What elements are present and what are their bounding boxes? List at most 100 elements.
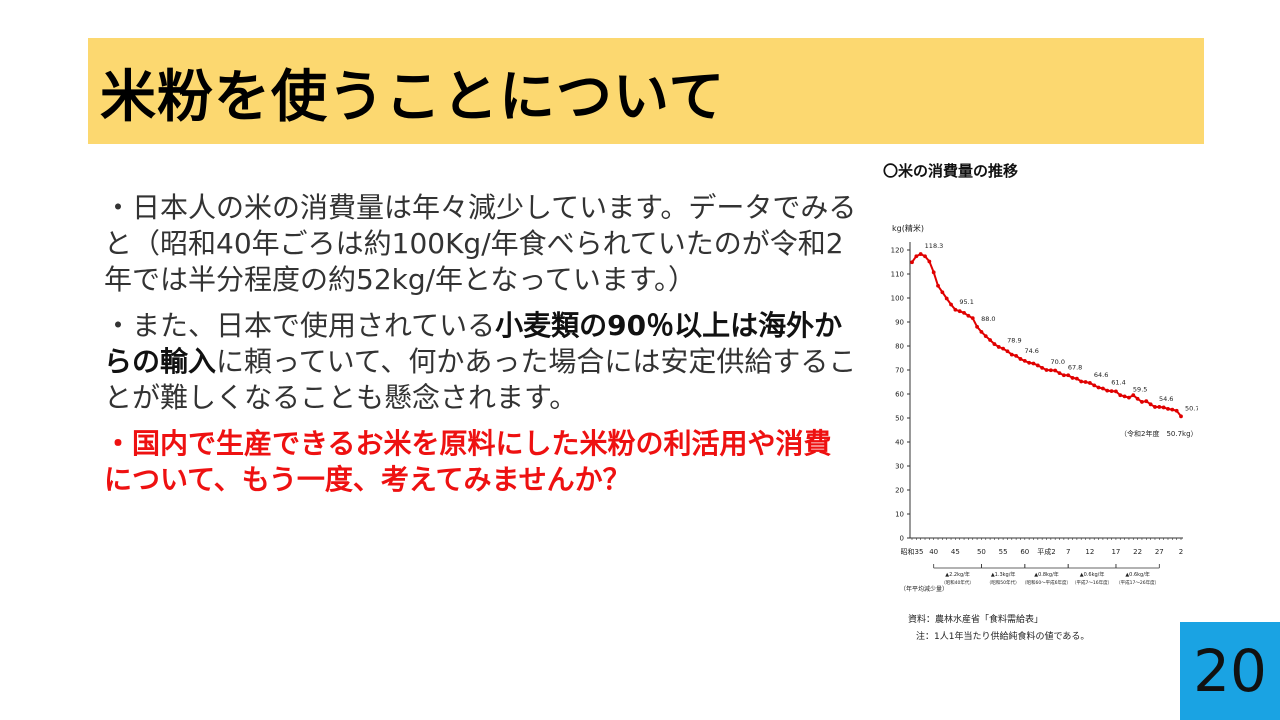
data-point	[1153, 405, 1157, 409]
data-point	[1018, 357, 1023, 361]
data-point	[1127, 395, 1131, 400]
data-point	[1083, 380, 1088, 384]
y-tick-label: 110	[891, 271, 904, 279]
slide-number: 20	[1180, 622, 1280, 720]
data-point	[1044, 368, 1049, 372]
data-point	[1048, 368, 1053, 373]
body-text: ・日本人の米の消費量は年々減少しています。データでみると（昭和40年ごろは約10…	[104, 190, 859, 508]
data-point	[931, 270, 936, 275]
data-point	[1070, 376, 1075, 380]
x-tick-label: 60	[1020, 548, 1029, 556]
data-label: 50.7	[1185, 404, 1198, 412]
data-point	[1057, 371, 1062, 376]
data-point	[975, 324, 979, 329]
data-point	[944, 296, 949, 301]
x-ticks: 昭和35 40 45 50 55 60 平成2 7 12 17 22 27 2	[901, 538, 1183, 556]
data-point	[1174, 408, 1179, 413]
y-axis-label: kg(精米)	[892, 223, 924, 233]
data-point	[927, 259, 932, 264]
x-tick-label: 55	[999, 548, 1008, 556]
decrease-amount: ▲0.8kg/年	[1034, 571, 1059, 578]
x-tick-label: 昭和35	[901, 547, 924, 556]
data-point	[1014, 353, 1019, 358]
data-label: 74.6	[1024, 347, 1038, 355]
decrease-amount: ▲2.2kg/年	[945, 571, 970, 578]
data-point	[1074, 376, 1079, 381]
decrease-amount: ▲0.6kg/年	[1080, 571, 1105, 578]
data-label: 59.5	[1133, 386, 1147, 394]
data-point	[949, 302, 953, 307]
data-point	[1092, 383, 1097, 388]
data-point	[1040, 365, 1045, 370]
data-point	[1148, 402, 1153, 407]
data-point	[979, 329, 984, 334]
data-point	[1009, 352, 1014, 357]
data-point	[988, 338, 992, 342]
data-point	[953, 307, 958, 312]
data-label: 70.0	[1051, 358, 1065, 366]
decrease-period: （平成17～26年度）	[1116, 579, 1159, 586]
data-point	[962, 310, 966, 315]
paragraph-consumption: ・日本人の米の消費量は年々減少しています。データでみると（昭和40年ごろは約10…	[104, 191, 857, 296]
data-label: 118.3	[925, 242, 944, 250]
title-bar: 米粉を使うことについて	[88, 38, 1204, 144]
paragraph-wheat-text-b: に頼っていて、何かあった場合には安定供給することが難しくなることも懸念されます。	[104, 345, 857, 414]
data-point	[1161, 405, 1166, 410]
data-label: 78.9	[1007, 337, 1021, 345]
data-point	[1001, 346, 1006, 351]
decrease-amount: ▲0.6kg/年	[1125, 571, 1150, 578]
point-labels: 118.3 95.1 88.0 78.974.6 70.067.8 64.661.4 59.…	[925, 242, 1200, 412]
wheat-import-highlight: 小麦類の90％以上は海外からの輸入	[104, 309, 843, 378]
data-point	[940, 290, 945, 295]
x-tick-label: 27	[1155, 548, 1164, 556]
data-point	[957, 309, 962, 314]
data-point	[1066, 373, 1071, 378]
chart-source: 資料：農林水産省「食料需給表」	[908, 613, 1043, 625]
data-point	[1022, 358, 1027, 363]
data-point	[1105, 388, 1110, 393]
y-tick-label: 20	[895, 487, 904, 495]
data-point	[918, 252, 923, 256]
data-point	[1179, 414, 1183, 419]
data-point	[1135, 396, 1140, 401]
data-point	[914, 254, 919, 259]
data-point	[1157, 405, 1162, 409]
data-point	[966, 313, 971, 318]
y-ticks: 0 10 20 30 40 50 60 70 80 90 100 110 120	[891, 247, 910, 543]
chart-title: 〇米の消費量の推移	[883, 162, 1019, 180]
y-tick-label: 90	[895, 319, 904, 327]
data-point	[1027, 360, 1032, 365]
data-label: 67.8	[1068, 363, 1082, 371]
data-point	[936, 283, 940, 288]
y-tick-label: 60	[895, 391, 904, 399]
decrease-annotations: ▲2.2kg/年（昭和40年代） ▲1.3kg/年（昭和50年代） ▲0.8kg/年…	[933, 564, 1160, 586]
x-tick-label: 平成2	[1037, 547, 1055, 556]
data-label: 88.0	[981, 315, 995, 323]
rice-consumption-chart: 〇米の消費量の推移 kg(精米) 0 10 20 30 40 50 60 70 80 90 100 1…	[868, 150, 1200, 660]
data-label: 54.6	[1159, 395, 1173, 403]
data-point	[910, 260, 914, 265]
x-tick-label: 17	[1111, 548, 1120, 556]
end-annotation: （令和2年度 50.7kg）	[1120, 429, 1198, 438]
slide-title: 米粉を使うことについて	[100, 65, 726, 130]
decrease-label: （年平均減少量）	[900, 585, 948, 593]
y-tick-label: 70	[895, 367, 904, 375]
paragraph-rice-flour-call: ・国内で生産できるお米を原料にした米粉の利活用や消費について、もう一度、考えてみ…	[104, 427, 832, 496]
data-point	[1166, 406, 1170, 411]
data-point	[1096, 385, 1101, 390]
y-tick-label: 80	[895, 343, 904, 351]
data-point	[983, 334, 988, 339]
data-point	[1005, 349, 1010, 354]
data-label: 64.6	[1094, 371, 1108, 379]
data-label: 95.1	[959, 298, 973, 306]
data-point	[1079, 379, 1084, 384]
data-point	[1118, 393, 1123, 398]
x-tick-label: 2	[1179, 548, 1183, 556]
data-point	[1170, 407, 1175, 412]
x-tick-label: 50	[977, 548, 986, 556]
x-tick-label: 45	[951, 548, 960, 556]
data-point	[1122, 394, 1127, 399]
data-point	[970, 316, 975, 321]
y-tick-label: 50	[895, 415, 904, 423]
data-point	[1087, 381, 1092, 385]
